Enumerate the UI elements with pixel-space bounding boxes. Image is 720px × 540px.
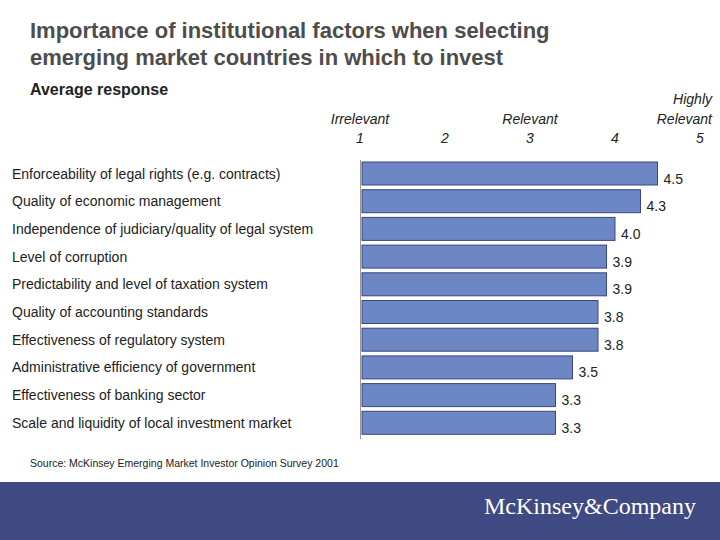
- bar: [362, 273, 607, 296]
- tick-label: 5: [696, 130, 704, 146]
- bar: [362, 301, 598, 324]
- bars: [362, 162, 658, 434]
- source: Source: McKinsey Emerging Market Investo…: [30, 457, 339, 469]
- chart: Importance of institutional factors when…: [0, 0, 720, 540]
- data-label: 4.3: [647, 198, 667, 214]
- footer-band: [0, 482, 720, 540]
- tick-label: 4: [611, 130, 619, 146]
- category-label: Scale and liquidity of local investment …: [12, 415, 291, 431]
- tick-label: 2: [440, 130, 449, 146]
- title: Importance of institutional factors when…: [30, 18, 550, 70]
- data-label: 3.8: [604, 337, 624, 353]
- footer-logo: McKinsey&Company: [484, 493, 696, 519]
- subtitle: Average response: [30, 81, 168, 98]
- data-label: 3.5: [579, 364, 599, 380]
- bar: [362, 217, 615, 240]
- bar: [362, 162, 658, 185]
- bar: [362, 190, 641, 213]
- bar: [362, 245, 607, 268]
- scale-annotation: Relevant: [502, 111, 558, 127]
- data-label: 3.9: [613, 254, 633, 270]
- tick-label: 1: [356, 130, 364, 146]
- category-label: Effectiveness of banking sector: [12, 387, 206, 403]
- data-label: 3.3: [562, 392, 582, 408]
- category-label: Predictability and level of taxation sys…: [12, 276, 268, 292]
- axis-line: [360, 160, 361, 439]
- bar: [362, 411, 556, 434]
- category-label: Enforceability of legal rights (e.g. con…: [12, 166, 280, 182]
- tick-label: 3: [526, 130, 534, 146]
- scale-annotation: Irrelevant: [331, 111, 390, 127]
- category-label: Quality of accounting standards: [12, 304, 208, 320]
- category-label: Level of corruption: [12, 249, 127, 265]
- bar: [362, 328, 598, 351]
- data-label: 3.9: [613, 281, 633, 297]
- data-label: 4.5: [664, 171, 684, 187]
- category-label: Independence of judiciary/quality of leg…: [12, 221, 313, 237]
- category-label: Quality of economic management: [12, 193, 221, 209]
- data-label: 3.8: [604, 309, 624, 325]
- data-label: 3.3: [562, 420, 582, 436]
- bar: [362, 356, 573, 379]
- bar: [362, 384, 556, 407]
- data-label: 4.0: [621, 226, 641, 242]
- category-label: Effectiveness of regulatory system: [12, 332, 225, 348]
- category-label: Administrative efficiency of government: [12, 359, 255, 375]
- scale-annotation: HighlyRelevant: [657, 91, 713, 127]
